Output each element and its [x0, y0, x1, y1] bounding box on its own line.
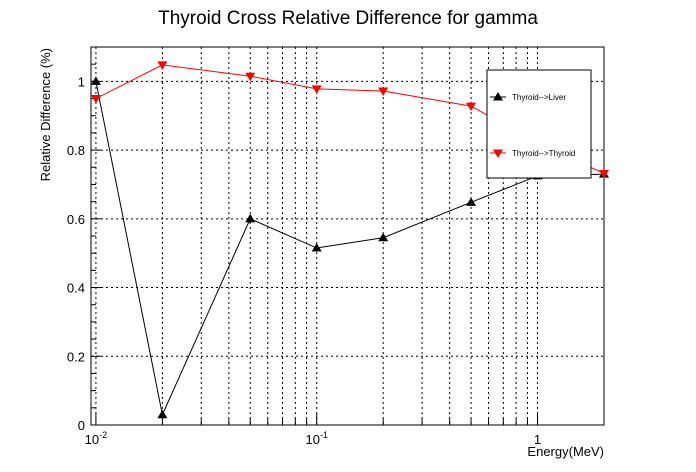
legend-marker [493, 149, 503, 158]
data-point [311, 85, 322, 94]
x-tick-label: 10-1 [305, 430, 327, 447]
x-tick-label: 1 [534, 432, 541, 447]
x-axis-label: Energy(MeV) [527, 444, 604, 459]
data-point [245, 72, 256, 82]
y-tick-label: 0.2 [67, 349, 85, 364]
x-tick-label: 10-2 [85, 430, 107, 447]
y-tick-label: 1 [78, 74, 85, 89]
series-line [95, 81, 605, 417]
y-axis-label: Relative Difference (%) [38, 48, 53, 181]
grid-layer [91, 47, 605, 425]
chart-title: Thyroid Cross Relative Difference for ga… [158, 8, 538, 29]
legend-box [486, 69, 592, 179]
data-point [466, 197, 477, 206]
y-tick-label: 0.4 [67, 281, 85, 296]
data-point [245, 213, 256, 223]
data-point [378, 87, 389, 96]
axis-ticks: 0 0.2 0.4 0.6 0.8 1 10-2 10-1 1 [67, 63, 605, 447]
data-point [157, 409, 168, 419]
data-point [378, 232, 389, 242]
legend-label: Thyroid-->Thyroid [512, 149, 575, 158]
data-point [90, 95, 101, 104]
data-point [466, 102, 477, 112]
legend: Thyroid-->Liver Thyroid-->Thyroid [486, 69, 592, 179]
data-point [157, 61, 168, 70]
y-tick-label: 0.8 [67, 143, 85, 158]
data-point [90, 76, 101, 85]
legend-items: Thyroid-->Liver Thyroid-->Thyroid [490, 92, 575, 158]
y-tick-label: 0.6 [67, 212, 85, 227]
legend-marker [493, 92, 503, 101]
data-point [311, 243, 322, 252]
data-point [599, 169, 609, 179]
legend-label: Thyroid-->Liver [512, 93, 566, 102]
y-tick-label: 0 [78, 418, 85, 433]
